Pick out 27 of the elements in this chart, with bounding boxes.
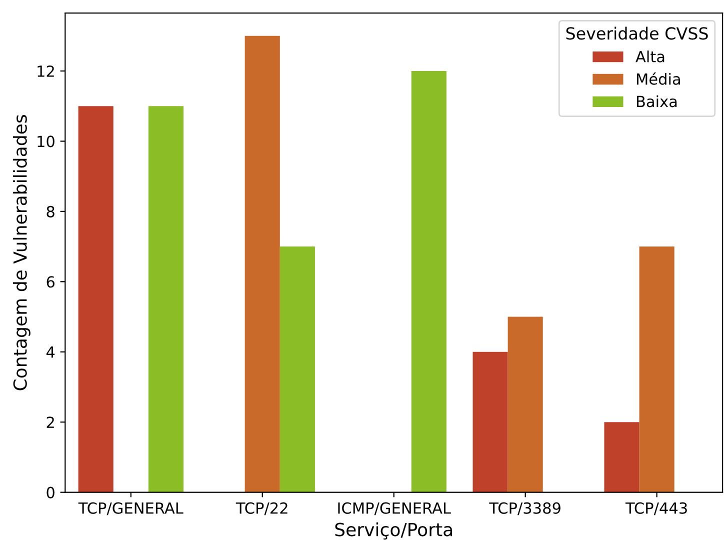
x-tick-label: TCP/22 (236, 502, 288, 516)
legend-label: Média (636, 72, 680, 85)
bar (244, 36, 280, 492)
bar (280, 246, 315, 492)
legend-label: Baixa (636, 95, 677, 108)
legend-label: Alta (636, 50, 664, 62)
x-tick-label: TCP/3389 (489, 502, 560, 516)
bar (78, 106, 114, 492)
y-tick-label: 0 (46, 486, 54, 498)
y-tick-label: 2 (46, 416, 54, 428)
y-tick-label: 6 (46, 276, 54, 288)
y-tick-label: 4 (46, 346, 55, 358)
y-tick-label: 12 (38, 65, 54, 77)
x-axis-title: Serviço/Porta (335, 522, 452, 540)
bar (411, 70, 446, 492)
x-tick-label: ICMP/GENERAL (338, 502, 451, 516)
bar (639, 246, 674, 492)
y-tick-label: 8 (46, 206, 54, 218)
legend-title: Severidade CVSS (566, 26, 708, 40)
y-tick-label: 10 (38, 136, 54, 148)
x-tick-label: TCP/GENERAL (78, 502, 184, 516)
y-axis-title: Contagem de Vulnerabilidades (12, 115, 30, 390)
x-tick-label: TCP/443 (625, 502, 687, 516)
bar (508, 316, 543, 492)
bar (472, 352, 508, 492)
bar (148, 106, 184, 492)
bar (604, 422, 640, 492)
